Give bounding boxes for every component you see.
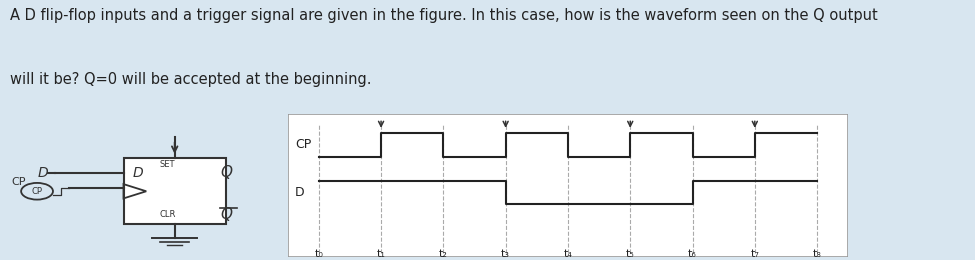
Text: t₆: t₆	[688, 249, 697, 259]
Text: Q: Q	[220, 165, 232, 180]
Text: D: D	[295, 186, 305, 199]
Text: D: D	[133, 166, 143, 180]
Text: A D flip-flop inputs and a trigger signal are given in the figure. In this case,: A D flip-flop inputs and a trigger signa…	[10, 8, 878, 23]
Text: t₂: t₂	[439, 249, 448, 259]
Text: t₅: t₅	[626, 249, 635, 259]
Text: t₁: t₁	[376, 249, 385, 259]
Text: t₃: t₃	[501, 249, 510, 259]
Text: will it be? Q=0 will be accepted at the beginning.: will it be? Q=0 will be accepted at the …	[10, 72, 371, 87]
Bar	[124, 159, 226, 224]
Text: t₇: t₇	[751, 249, 760, 259]
Text: Q: Q	[220, 207, 232, 222]
Text: CLR: CLR	[160, 210, 176, 219]
Text: CP: CP	[11, 177, 25, 187]
Text: t₈: t₈	[813, 249, 822, 259]
Text: CP: CP	[31, 187, 43, 196]
Text: CP: CP	[295, 138, 311, 151]
Text: t₀: t₀	[314, 249, 323, 259]
Text: t₄: t₄	[564, 249, 572, 259]
Text: D: D	[38, 166, 49, 180]
Text: SET: SET	[160, 160, 176, 169]
